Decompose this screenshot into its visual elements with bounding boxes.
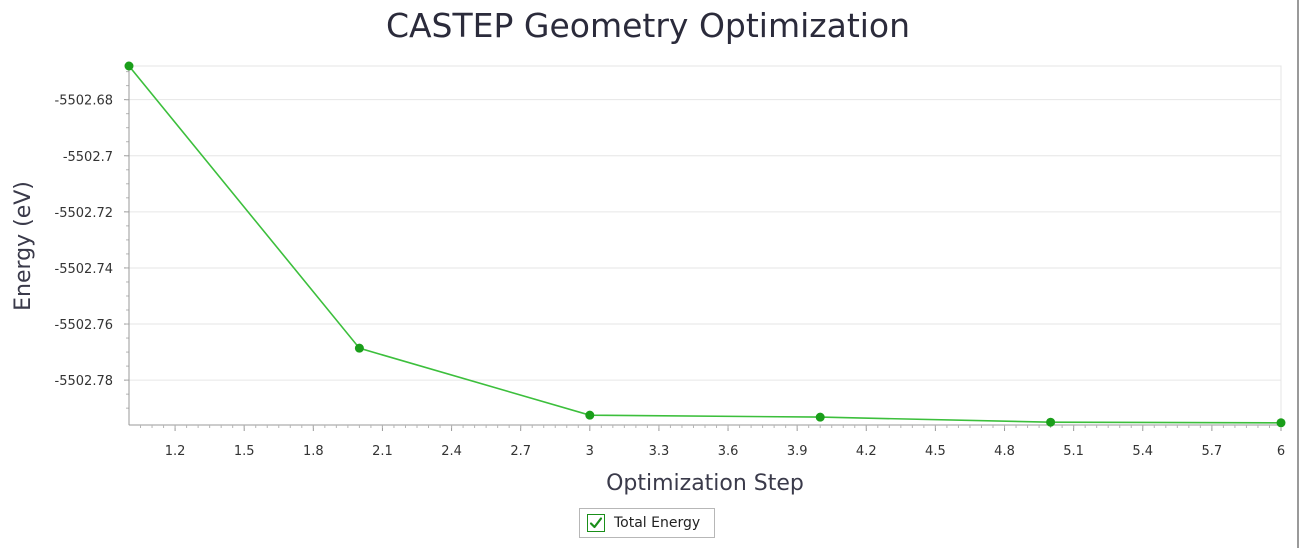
x-tick-label: 2.4 (441, 444, 462, 459)
x-tick-label: 5.7 (1202, 444, 1223, 459)
checkmark-icon (589, 517, 603, 529)
x-tick-label: 4.8 (994, 444, 1015, 459)
x-tick-label: 4.2 (856, 444, 877, 459)
data-point (124, 61, 134, 71)
y-tick-label: -5502.7 (63, 150, 113, 165)
chart-title: CASTEP Geometry Optimization (386, 6, 910, 45)
x-tick-label: 5.1 (1063, 444, 1084, 459)
legend-label-total-energy: Total Energy (614, 515, 701, 531)
x-tick-label: 5.4 (1132, 444, 1153, 459)
y-tick-label: -5502.76 (55, 318, 113, 333)
x-tick-label: 2.7 (510, 444, 531, 459)
data-point (354, 343, 364, 353)
legend: Total Energy (579, 508, 715, 538)
legend-checkbox-total-energy[interactable] (587, 514, 605, 532)
x-tick-label: 4.5 (925, 444, 946, 459)
x-tick-label: 3 (586, 444, 594, 459)
data-point (1046, 417, 1056, 427)
y-tick-label: -5502.78 (55, 374, 113, 389)
x-tick-label: 1.2 (165, 444, 186, 459)
y-tick-label: -5502.72 (55, 206, 113, 221)
x-tick-label: 6 (1277, 444, 1285, 459)
y-tick-label: -5502.68 (55, 94, 113, 109)
y-tick-label: -5502.74 (55, 262, 113, 277)
window-edge (1297, 0, 1299, 548)
x-tick-label: 2.1 (372, 444, 393, 459)
data-point (815, 412, 825, 422)
x-tick-label: 3.9 (787, 444, 808, 459)
plot-area (128, 65, 1282, 426)
y-axis-label: Energy (eV) (11, 181, 36, 311)
x-axis-label: Optimization Step (606, 471, 804, 496)
series-line-total-energy (128, 65, 1282, 424)
x-tick-label: 1.5 (234, 444, 255, 459)
x-tick-label: 1.8 (303, 444, 324, 459)
x-tick-label: 3.6 (718, 444, 739, 459)
data-point (585, 410, 595, 420)
data-point (1276, 418, 1286, 428)
x-tick-label: 3.3 (649, 444, 670, 459)
